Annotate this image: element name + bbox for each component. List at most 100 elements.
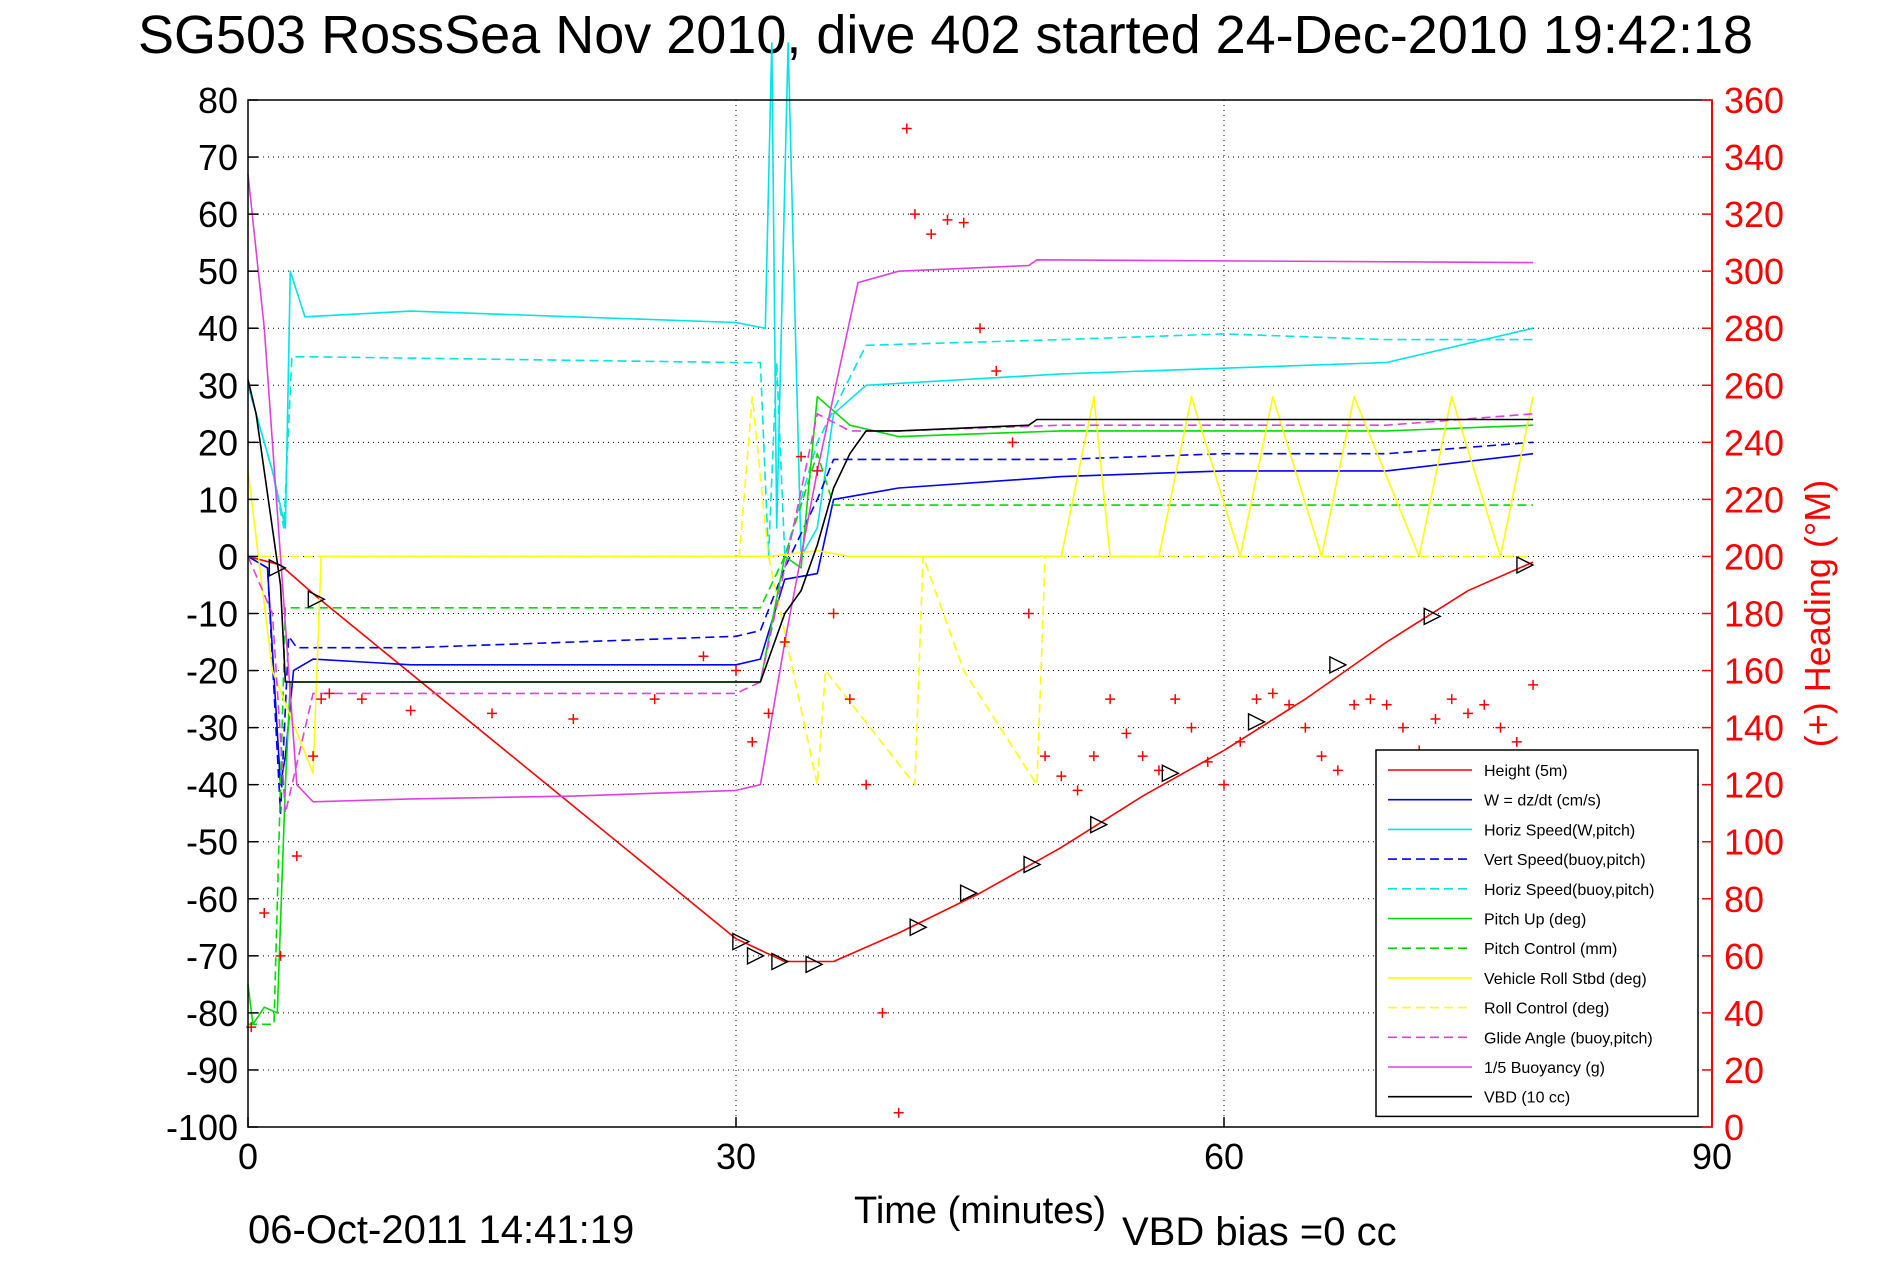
legend-entry: W = dz/dt (cm/s) [1484, 793, 1601, 810]
heading-point [1023, 608, 1034, 619]
heading-point [1040, 751, 1051, 762]
heading-point [649, 694, 660, 705]
heading-point [1479, 699, 1490, 710]
turn-marker [959, 883, 979, 903]
heading-point [861, 779, 872, 790]
chart-title: SG503 RossSea Nov 2010, dive 402 started… [137, 5, 1754, 65]
y-right-tick-label: 220 [1724, 479, 1784, 520]
legend-entry: Horiz Speed(W,pitch) [1484, 822, 1635, 839]
legend-entry: Height (5m) [1484, 763, 1568, 780]
legend-entry: Vert Speed(buoy,pitch) [1484, 852, 1646, 869]
y-tick-label: -70 [186, 936, 238, 977]
y-tick-label: 10 [198, 479, 238, 520]
heading-point [1511, 736, 1522, 747]
heading-point [1284, 699, 1295, 710]
series-line [247, 174, 1534, 803]
heading-point [291, 850, 302, 861]
heading-point [1528, 679, 1539, 690]
heading-point [942, 214, 953, 225]
y-right-tick-label: 80 [1724, 879, 1764, 920]
y-tick-label: 50 [198, 251, 238, 292]
heading-point [779, 637, 790, 648]
legend-entry: 1/5 Buoyancy (g) [1484, 1060, 1605, 1077]
turn-marker [1023, 855, 1042, 874]
y-right-tick-label: 100 [1724, 822, 1784, 863]
heading-point [487, 708, 497, 719]
y-right-tick-label: 340 [1724, 137, 1784, 178]
y-tick-label: 60 [198, 194, 238, 235]
heading-point [1072, 785, 1083, 796]
heading-point [1316, 751, 1327, 762]
series-line [247, 379, 1534, 683]
legend: Height (5m) W = dz/dt (cm/s) Horiz Speed(W… [1375, 749, 1699, 1118]
heading-point [1007, 437, 1018, 448]
heading-point [1300, 722, 1311, 733]
y-right-tick-label: 320 [1724, 194, 1784, 235]
series-line [247, 333, 1534, 558]
y-right-tick-label: 360 [1724, 80, 1784, 121]
heading-point [1202, 756, 1213, 767]
legend-entry: Glide Angle (buoy,pitch) [1484, 1030, 1653, 1047]
heading-point [893, 1107, 904, 1118]
y-tick-label: -100 [166, 1107, 238, 1148]
turn-marker [1090, 815, 1109, 834]
heading-point [1235, 736, 1246, 747]
x-tick-label: 60 [1204, 1136, 1244, 1177]
heading-point [1463, 708, 1473, 719]
turn-marker [746, 946, 766, 965]
heading-point [1430, 714, 1441, 725]
heading-point [1495, 722, 1506, 733]
heading-point [991, 366, 1002, 377]
heading-point [1381, 699, 1392, 710]
heading-point [405, 705, 416, 716]
y-right-tick-label: 40 [1724, 993, 1764, 1034]
heading-point [975, 323, 985, 334]
legend-entry: Horiz Speed(buoy,pitch) [1484, 882, 1654, 899]
heading-point [763, 708, 774, 719]
y-right-tick-label: 0 [1724, 1107, 1744, 1148]
y-tick-label: -20 [186, 651, 238, 692]
heading-point [812, 465, 823, 476]
heading-point [698, 651, 709, 662]
turn-marker [1423, 607, 1442, 626]
y-tick-label: 80 [198, 80, 238, 121]
heading-point [1186, 722, 1197, 733]
y-right-tick-label: 160 [1724, 651, 1784, 692]
series-line [248, 395, 1534, 786]
heading-point [1365, 694, 1376, 705]
y-right-tick-label: 300 [1724, 251, 1784, 292]
axis-layer: 80706050403020100-10-20-30-40-50-60-70-8… [166, 80, 1784, 1177]
series-line [247, 441, 1534, 815]
series-layer [247, 42, 1534, 1026]
y-tick-label: -80 [186, 993, 238, 1034]
turn-marker [1329, 655, 1348, 674]
legend-entry: VBD (10 cc) [1484, 1090, 1570, 1107]
y-tick-label: -40 [186, 765, 238, 806]
heading-point [1137, 751, 1148, 762]
turn-marker [732, 932, 751, 951]
y-right-tick-label: 20 [1724, 1050, 1764, 1091]
heading-point [844, 694, 855, 705]
y-tick-label: 20 [198, 422, 238, 463]
heading-point [796, 451, 807, 462]
x-tick-label: 0 [238, 1136, 258, 1177]
heading-point [747, 736, 758, 747]
heading-point [1446, 694, 1457, 705]
y-tick-label: -50 [186, 822, 238, 863]
heading-point [1105, 694, 1116, 705]
heading-point [1121, 728, 1132, 739]
y-tick-label: 30 [198, 365, 238, 406]
series-line [247, 555, 1534, 963]
heading-point [324, 688, 335, 699]
heading-point [308, 751, 319, 762]
x-tick-label: 90 [1692, 1136, 1732, 1177]
legend-entry: Roll Control (deg) [1484, 1001, 1609, 1018]
heading-point [1397, 722, 1408, 733]
legend-entry: Pitch Control (mm) [1484, 941, 1617, 958]
y-right-tick-label: 280 [1724, 308, 1784, 349]
y-tick-label: -60 [186, 879, 238, 920]
y-tick-label: 70 [198, 137, 238, 178]
vbd-bias-text: VBD bias =0 cc [1122, 1210, 1397, 1254]
heading-point [1056, 771, 1067, 782]
heading-point [958, 217, 969, 228]
